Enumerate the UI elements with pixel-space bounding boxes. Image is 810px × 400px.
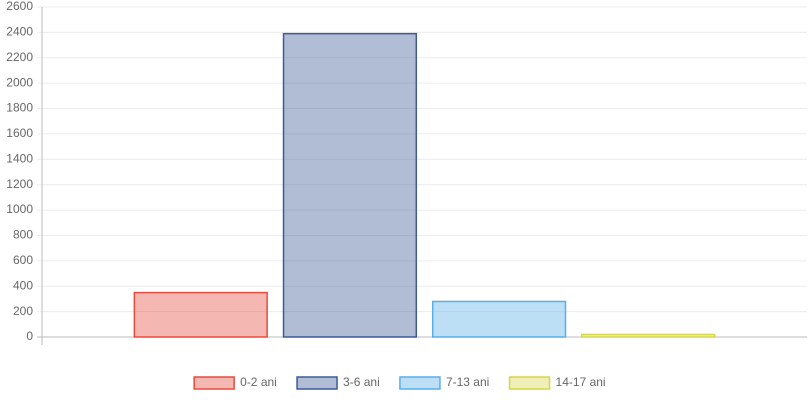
y-tick-label: 800 xyxy=(13,228,33,242)
legend-swatch xyxy=(296,376,338,390)
legend-swatch xyxy=(399,376,441,390)
legend-swatch xyxy=(508,376,551,390)
bar xyxy=(133,291,268,338)
y-tick-label: 2600 xyxy=(6,0,33,13)
bar xyxy=(431,300,567,338)
legend-label: 7-13 ani xyxy=(446,375,489,389)
y-tick-label: 2200 xyxy=(6,50,33,64)
legend-label: 0-2 ani xyxy=(240,375,277,389)
y-tick-label: 200 xyxy=(13,304,33,318)
y-tick-label: 1600 xyxy=(6,126,33,140)
y-tick-label: 600 xyxy=(13,253,33,267)
legend-label: 3-6 ani xyxy=(343,375,380,389)
y-tick-label: 1800 xyxy=(6,101,33,115)
y-tick-label: 2400 xyxy=(6,25,33,39)
y-tick-label: 1400 xyxy=(6,151,33,165)
y-tick-label: 2000 xyxy=(6,75,33,89)
legend-swatch xyxy=(193,376,235,390)
y-tick-label: 400 xyxy=(13,278,33,292)
bar xyxy=(282,32,418,338)
y-tick-label: 0 xyxy=(26,329,33,343)
y-tick-label: 1000 xyxy=(6,202,33,216)
y-tick-label: 1200 xyxy=(6,177,33,191)
legend-label: 14-17 ani xyxy=(556,375,606,389)
bar xyxy=(581,333,716,338)
